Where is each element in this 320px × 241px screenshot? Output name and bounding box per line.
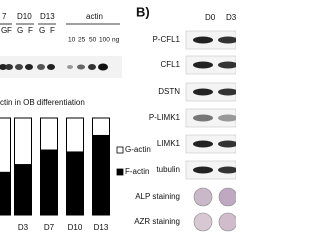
- row-label: DSTN: [158, 87, 180, 96]
- standards: 10 25 50 100 ng: [68, 37, 120, 44]
- gf-label: G: [39, 26, 45, 35]
- row-label: CFL1: [160, 60, 180, 69]
- bar-segment: [66, 151, 84, 216]
- column-label: D0: [205, 13, 216, 22]
- gf-label: G: [1, 26, 7, 35]
- bar-segment: [92, 117, 110, 136]
- lane-label: D13: [40, 12, 55, 21]
- band: [218, 88, 238, 96]
- band: [218, 140, 238, 148]
- bar-segment: [66, 117, 84, 153]
- band: [218, 61, 238, 69]
- bar-segment: [14, 117, 32, 166]
- std-label: 25: [78, 37, 86, 44]
- x-tick-label: D3: [18, 223, 29, 232]
- lane-label: D10: [17, 12, 32, 21]
- chart-title: ctin in OB differentiation: [0, 98, 85, 107]
- x-tick-label: D13: [94, 223, 109, 232]
- bar-segment: [14, 164, 32, 216]
- std-label: 50: [89, 37, 97, 44]
- legend-swatch: [116, 168, 124, 176]
- blot-b: P-CFL1 CFL1 DSTN P-LIMK1 LIMK1 tubulin ALP sta…: [134, 30, 238, 232]
- actin-label: actin: [86, 12, 103, 21]
- x-tick-label: D10: [68, 223, 83, 232]
- band: [218, 36, 238, 44]
- gf-label: F: [7, 26, 12, 35]
- row-label: ALP staining: [135, 192, 180, 201]
- row-label: AZR staining: [134, 217, 180, 226]
- bar-chart: D3 D7 D10 D13 G-actin F-actin: [0, 117, 151, 232]
- row-label: P-LIMK1: [149, 113, 181, 122]
- std-label: 10: [68, 37, 76, 44]
- gf-label: F: [50, 26, 55, 35]
- blot-a: [0, 56, 122, 78]
- band: [218, 114, 238, 122]
- well: [218, 187, 238, 207]
- bar-segment: [40, 149, 58, 216]
- band: [193, 36, 213, 44]
- band: [193, 166, 213, 174]
- legend-swatch: [116, 146, 124, 154]
- well: [218, 212, 238, 232]
- row-label: P-CFL1: [152, 35, 180, 44]
- band: [193, 61, 213, 69]
- gf-label: F: [28, 26, 33, 35]
- bar-segment: [92, 134, 110, 216]
- well: [193, 212, 213, 232]
- legend-label: F-actin: [125, 167, 149, 176]
- bar-segment: [0, 171, 11, 216]
- lane-label: 7: [2, 12, 7, 21]
- row-label: tubulin: [156, 165, 180, 174]
- well: [193, 187, 213, 207]
- row-label: LIMK1: [157, 139, 181, 148]
- std-label: ng: [112, 37, 120, 44]
- figure: 7 D10 D13 actin G F G F G F 10 25 50 100…: [0, 4, 238, 232]
- band: [218, 166, 238, 174]
- band: [193, 140, 213, 148]
- std-label: 100: [99, 37, 110, 44]
- legend-label: G-actin: [125, 145, 151, 154]
- band: [193, 114, 213, 122]
- band: [193, 88, 213, 96]
- x-tick-label: D7: [44, 223, 55, 232]
- bar-segment: [40, 117, 58, 151]
- gf-label: G: [17, 26, 23, 35]
- panel-label: B): [136, 4, 150, 19]
- bar-segment: [0, 117, 11, 173]
- column-label: D3: [226, 13, 236, 22]
